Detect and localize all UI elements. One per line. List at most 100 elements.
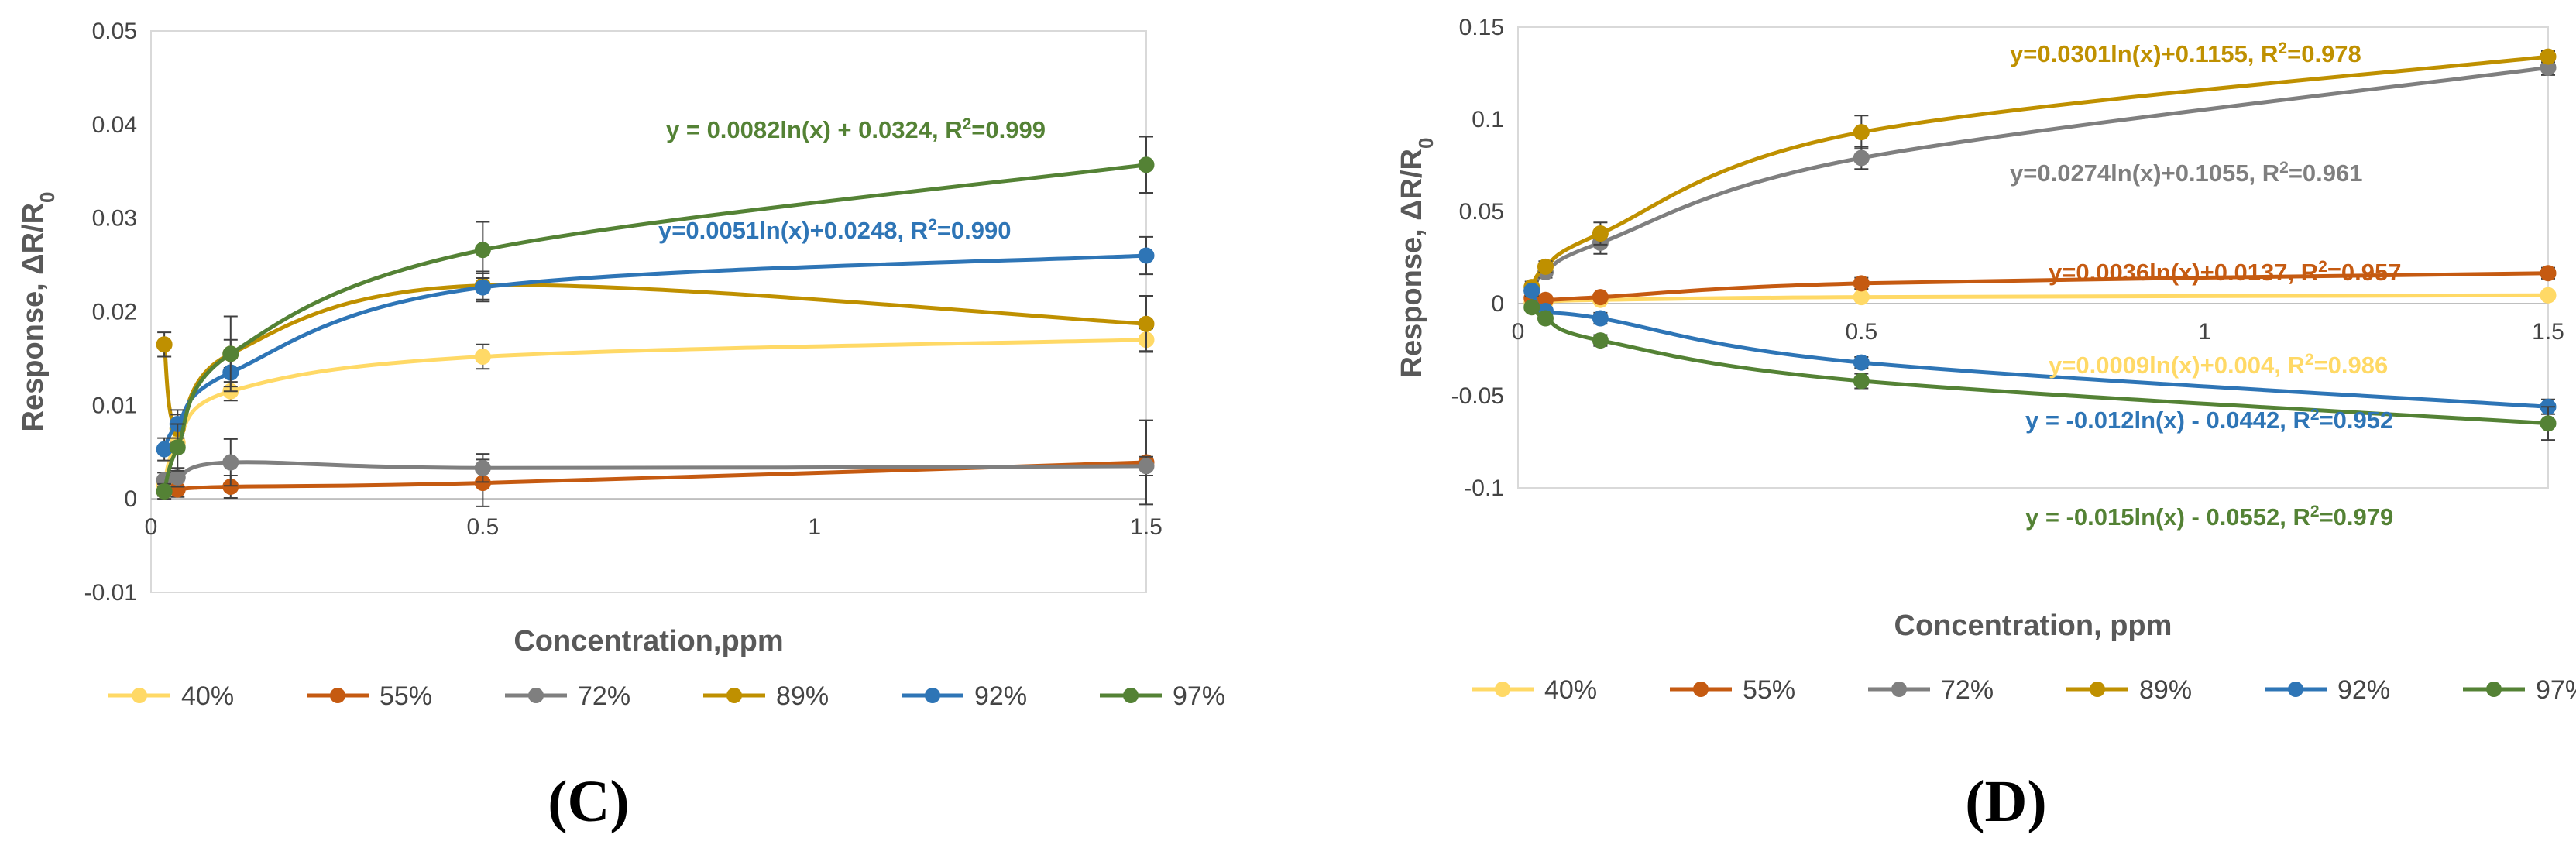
legend-label: 40% <box>1544 675 1597 705</box>
data-point <box>1853 124 1870 141</box>
y-axis-title-subscript: 0 <box>1414 138 1437 149</box>
legend-label: 89% <box>776 682 829 711</box>
legend-item-40pct: 40% <box>1472 675 1597 705</box>
legend-marker <box>2288 682 2303 697</box>
legend-marker <box>1495 682 1510 697</box>
fit-equation-text: y=0.0274ln(x)+0.1055, R <box>2010 160 2279 187</box>
data-point <box>474 349 491 365</box>
fit-equation-text: y=0.0036ln(x)+0.0137, R <box>2049 259 2318 286</box>
fit-equation-97pct: y = -0.015ln(x) - 0.0552, R2=0.979 <box>2025 503 2393 531</box>
fit-equation-superscript: 2 <box>963 115 972 133</box>
x-tick-label: 1.5 <box>1130 514 1163 540</box>
data-point <box>222 454 239 471</box>
fit-equation-text: y = -0.012ln(x) - 0.0442, R <box>2025 407 2310 434</box>
data-point <box>2540 415 2557 432</box>
fit-equation-r2: =0.961 <box>2289 160 2363 187</box>
legend-label: 40% <box>181 682 234 711</box>
data-point <box>1592 225 1609 242</box>
data-point <box>1138 156 1155 173</box>
data-point <box>156 336 173 353</box>
data-point <box>2540 48 2557 65</box>
y-tick-label: 0.02 <box>92 300 137 325</box>
fit-equation-r2: =0.990 <box>937 217 1012 244</box>
data-point <box>474 459 491 476</box>
fit-equation-text: y=0.0301ln(x)+0.1155, R <box>2010 40 2278 67</box>
legend-item-89pct: 89% <box>2066 675 2192 705</box>
data-point <box>1853 289 1870 306</box>
series-line-92pct <box>1530 289 2549 409</box>
x-tick-label: 1 <box>808 514 821 540</box>
fit-equation-r2: =0.957 <box>2327 259 2402 286</box>
data-point <box>474 279 491 296</box>
data-point <box>474 242 491 259</box>
fit-equation-r2: =0.978 <box>2287 40 2361 67</box>
legend-marker <box>2090 682 2105 697</box>
y-tick-label: 0.04 <box>92 112 137 138</box>
series-line-92pct <box>162 253 1147 451</box>
fit-equation-r2: =0.986 <box>2314 352 2389 379</box>
y-axis-title: Response, ΔR/R0 <box>17 192 59 432</box>
data-point <box>2540 265 2557 282</box>
fit-equation-superscript: 2 <box>2310 503 2320 520</box>
legend-label: 72% <box>578 682 630 711</box>
y-tick-label: -0.1 <box>1464 476 1504 501</box>
series-line-97pct <box>162 163 1147 493</box>
y-axis-title: Response, ΔR/R0 <box>1396 138 1437 378</box>
legend-marker <box>726 688 742 703</box>
legend-item-92pct: 92% <box>902 682 1027 711</box>
fit-equation-text: y=0.0051ln(x)+0.0248, R <box>658 217 928 244</box>
legend-marker <box>1693 682 1709 697</box>
legend-label: 92% <box>974 682 1027 711</box>
legend-label: 72% <box>1941 675 1994 705</box>
fit-equation-superscript: 2 <box>2278 39 2287 57</box>
data-point <box>169 439 186 456</box>
y-axis-title-subscript: 0 <box>36 192 59 203</box>
legend-marker <box>528 688 544 703</box>
y-tick-label: 0.05 <box>92 19 137 44</box>
data-point <box>1592 332 1609 349</box>
data-point <box>222 345 239 362</box>
data-point <box>1537 258 1554 275</box>
data-point <box>156 483 173 500</box>
data-point <box>1138 315 1155 332</box>
fit-equation-superscript: 2 <box>2279 159 2289 177</box>
data-point <box>1853 275 1870 292</box>
y-tick-label: 0.05 <box>1459 199 1504 225</box>
legend-item-55pct: 55% <box>307 682 432 711</box>
panel-label: (C) <box>548 769 630 834</box>
legend-label: 97% <box>2536 675 2576 705</box>
y-axis-title-main: Response, ΔR/R <box>17 203 50 431</box>
fit-equation-superscript: 2 <box>2305 351 2314 369</box>
fit-equation-r2: =0.999 <box>971 116 1046 143</box>
y-tick-label: 0.01 <box>92 393 137 418</box>
fit-equation-r2: =0.979 <box>2320 503 2394 531</box>
y-axis-title-main: Response, ΔR/R <box>1396 149 1428 377</box>
data-point <box>2540 287 2557 304</box>
legend-item-89pct: 89% <box>703 682 829 711</box>
fit-equation-superscript: 2 <box>2310 406 2320 424</box>
data-point <box>1523 299 1540 316</box>
x-tick-label: 1.5 <box>2532 319 2564 345</box>
y-tick-label: 0.03 <box>92 206 137 232</box>
legend-marker <box>1123 688 1139 703</box>
legend-item-92pct: 92% <box>2265 675 2390 705</box>
y-tick-label: 0 <box>1491 291 1504 317</box>
legend-label: 92% <box>2337 675 2390 705</box>
legend-marker <box>330 688 345 703</box>
x-tick-label: 1 <box>2198 319 2211 345</box>
fit-equation-97pct: y = 0.0082ln(x) + 0.0324, R2=0.999 <box>666 115 1046 144</box>
fit-equation-text: y=0.0009ln(x)+0.004, R <box>2049 352 2305 379</box>
plot-area <box>1517 26 2549 489</box>
fit-equation-40pct: y=0.0009ln(x)+0.004, R2=0.986 <box>2049 351 2388 379</box>
x-tick-label: 0.5 <box>1845 319 1877 345</box>
data-point <box>1853 149 1870 167</box>
legend-label: 55% <box>380 682 432 711</box>
legend-marker <box>1891 682 1907 697</box>
legend-marker <box>2486 682 2502 697</box>
panel-c-chart: -0.01 0 0.01 0.02 0.03 0.04 0.05 0 0.5 1 1.5 Concen… <box>17 19 1225 834</box>
fit-equation-r2: =0.952 <box>2320 407 2394 434</box>
y-tick-label: 0 <box>124 486 137 512</box>
legend-item-72pct: 72% <box>1868 675 1994 705</box>
panel-d-chart: -0.1 -0.05 0 0.05 0.1 0.15 0 0.5 1 1.5 Concentrati… <box>1396 15 2576 834</box>
legend-item-97pct: 97% <box>1100 682 1225 711</box>
